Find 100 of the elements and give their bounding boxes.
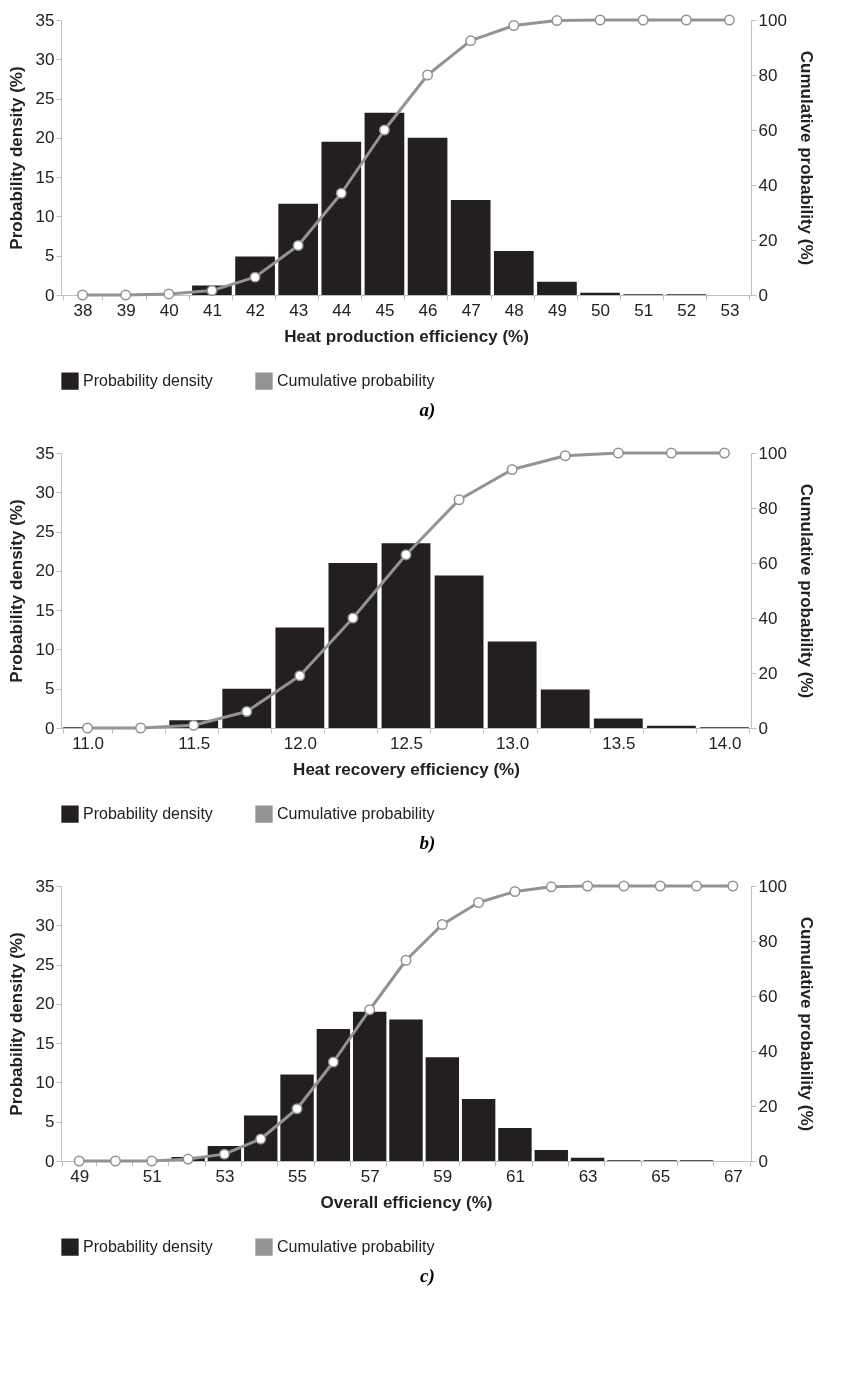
y-tick-label: 10: [35, 206, 55, 226]
bar: [278, 203, 319, 295]
point: [378, 124, 390, 136]
legend-label: Cumulative probability: [277, 372, 435, 390]
x-tick-label: 63: [578, 1166, 598, 1186]
y2-tick-label: 20: [758, 1096, 778, 1116]
x-tick-label: 65: [651, 1166, 671, 1186]
bar: [540, 689, 590, 728]
y-tick-label: 35: [35, 876, 55, 896]
point: [188, 719, 200, 731]
x-axis-title: Overall efficiency (%): [320, 1192, 493, 1212]
x-tick-label: 61: [505, 1166, 525, 1186]
point: [612, 447, 624, 459]
bar: [328, 563, 378, 728]
y-tick-label: 20: [35, 994, 55, 1014]
bar: [493, 251, 534, 295]
point: [73, 1155, 85, 1167]
y2-tick-label: 100: [758, 443, 787, 463]
y-axis-title: Probability density (%): [6, 499, 26, 683]
x-tick-label: 40: [159, 300, 179, 320]
y-tick-label: 0: [45, 718, 55, 738]
bar: [498, 1128, 532, 1161]
point: [82, 722, 94, 734]
text: b): [418, 832, 437, 854]
bar: [487, 641, 537, 728]
y2-tick-label: 60: [758, 120, 778, 140]
y-tick-label: 15: [35, 1033, 55, 1053]
bar: [450, 199, 491, 295]
x-tick-label: 12.5: [389, 733, 424, 753]
point: [436, 919, 448, 930]
bar: [534, 1150, 568, 1161]
y-tick-label: 15: [35, 600, 55, 620]
legend-label: Cumulative probability: [277, 1238, 435, 1256]
point: [294, 670, 306, 682]
y-tick-label: 20: [35, 128, 55, 148]
point: [509, 886, 521, 897]
bar: [537, 281, 577, 295]
point: [654, 880, 666, 892]
point: [400, 954, 412, 966]
x-tick-label: 12.0: [283, 733, 317, 753]
bar: [321, 141, 362, 295]
y2-tick-label: 80: [758, 931, 778, 951]
x-tick-label: 13.5: [602, 733, 636, 753]
x-tick-label: 53: [720, 300, 740, 320]
y-tick-label: 5: [45, 1112, 55, 1132]
bar: [570, 1157, 605, 1161]
y-tick-label: 35: [35, 10, 55, 30]
y-tick-label: 10: [35, 1072, 55, 1092]
bar: [434, 575, 484, 728]
x-tick-label: 38: [73, 300, 93, 320]
bar: [593, 718, 643, 728]
x-tick-label: 49: [70, 1166, 90, 1186]
point: [335, 187, 347, 199]
x-axis-title: Heat recovery efficiency (%): [293, 759, 520, 779]
y-tick-label: 30: [35, 915, 55, 935]
y-tick-label: 15: [35, 167, 55, 187]
y2-tick-label: 80: [758, 65, 778, 85]
x-tick-label: 57: [360, 1166, 380, 1186]
y-tick-label: 25: [35, 955, 55, 975]
point: [291, 1103, 303, 1115]
y2-tick-label: 20: [758, 663, 778, 683]
y-tick-label: 25: [35, 522, 55, 542]
legend-label: Probability density: [83, 805, 213, 823]
point: [551, 15, 563, 27]
point: [77, 289, 89, 301]
x-tick-label: 50: [591, 300, 611, 320]
point: [727, 880, 739, 892]
point: [506, 464, 518, 475]
point: [718, 447, 730, 459]
y2-tick-label: 60: [758, 553, 778, 573]
y2-axis-title: Cumulative probability (%): [796, 916, 816, 1132]
point: [691, 880, 703, 892]
x-tick-label: 13.0: [496, 733, 530, 753]
y-tick-label: 10: [35, 639, 55, 659]
legend-label: Cumulative probability: [277, 805, 435, 823]
y2-tick-label: 0: [758, 285, 768, 305]
x-tick-label: 11.5: [178, 733, 211, 753]
y-tick-label: 5: [45, 679, 55, 699]
point: [545, 881, 557, 893]
x-tick-label: 39: [116, 300, 136, 320]
y-tick-label: 35: [35, 443, 55, 463]
point: [327, 1056, 339, 1068]
point: [723, 14, 735, 26]
y2-tick-label: 40: [758, 1041, 778, 1061]
bar: [316, 1029, 351, 1161]
x-tick-label: 41: [202, 300, 222, 320]
point: [292, 240, 304, 251]
text: c): [419, 1265, 436, 1287]
x-tick-label: 11.0: [72, 733, 104, 753]
y-tick-label: 30: [35, 482, 55, 502]
x-tick-label: 48: [504, 300, 524, 320]
point: [453, 494, 465, 506]
point: [120, 289, 132, 301]
bar: [275, 627, 325, 728]
y2-axis-title: Cumulative probability (%): [796, 483, 816, 699]
x-tick-label: 51: [142, 1166, 162, 1186]
legend-label: Probability density: [83, 372, 213, 390]
y2-tick-label: 60: [758, 986, 778, 1006]
y-tick-label: 25: [35, 89, 55, 109]
x-tick-label: 46: [418, 300, 438, 320]
